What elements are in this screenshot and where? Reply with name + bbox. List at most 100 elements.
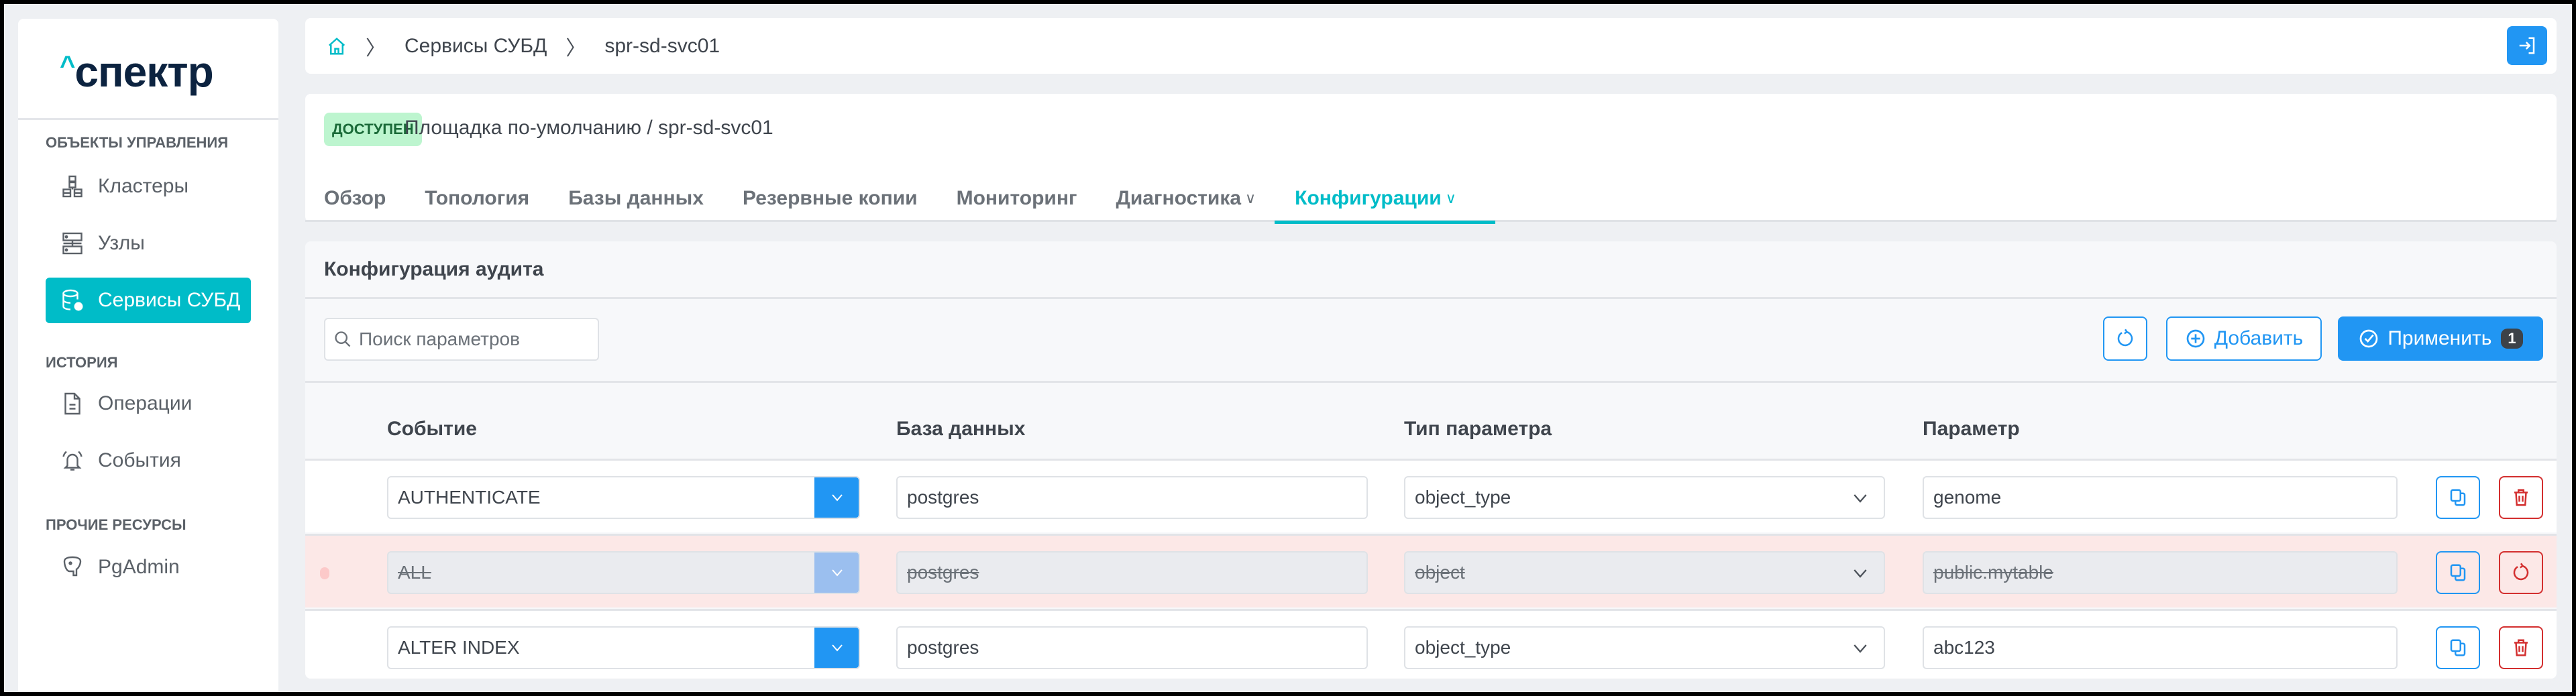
database-gear-icon [62,289,83,311]
delete-button[interactable] [2499,626,2543,669]
chevron-down-icon [832,494,843,502]
tab-overview[interactable]: Обзор [324,187,386,209]
chevron-down-icon [1854,569,1867,578]
logout-button[interactable] [2507,26,2547,65]
table-row: AUTHENTICATE postgres object_type genome [305,459,2557,532]
param-value: abc123 [1933,637,1995,658]
event-dropdown-button[interactable] [814,628,859,668]
bell-icon [62,451,83,471]
event-value: ALL [398,562,431,583]
event-value: AUTHENTICATE [398,487,541,508]
duplicate-button[interactable] [2436,551,2480,594]
plus-circle-icon [2186,329,2205,348]
service-header: ДОСТУПЕН Площадка по-умолчанию / spr-sd-… [305,94,2557,224]
sidebar-item-dbms-services[interactable]: Сервисы СУБД [46,278,251,323]
column-header-param: Параметр [1923,418,2020,440]
undo-icon [2117,329,2133,347]
table-row: ALTER INDEX postgres object_type abc123 [305,609,2557,679]
section-label: ПРОЧИЕ РЕСУРСЫ [46,516,186,533]
database-input[interactable]: postgres [896,476,1368,519]
tab-diagnostics[interactable]: Диагностика ∨ [1116,187,1256,209]
tab-backups[interactable]: Резервные копии [742,187,918,209]
database-value: postgres [907,487,979,508]
duplicate-button[interactable] [2436,626,2480,669]
apply-button[interactable]: Применить 1 [2338,316,2543,361]
param-type-select[interactable]: object [1404,551,1885,594]
add-button[interactable]: Добавить [2166,316,2322,361]
chevron-down-icon [1854,644,1867,653]
event-select[interactable]: AUTHENTICATE [387,476,860,519]
chevron-right-icon: 〉 [366,37,386,60]
reset-button[interactable] [2103,316,2147,361]
copy-icon [2450,564,2466,581]
copy-icon [2450,489,2466,506]
duplicate-button[interactable] [2436,476,2480,519]
table-row: ALL postgres object public.mytable [305,534,2557,607]
column-header-database: База данных [896,418,1026,440]
param-input[interactable]: abc123 [1923,626,2398,669]
search-field[interactable] [324,318,599,361]
trash-icon [2514,489,2528,506]
divider [18,118,278,120]
tab-databases[interactable]: Базы данных [568,187,704,209]
tab-bar: Обзор Топология Базы данных Резервные ко… [305,175,2557,224]
site-path: Площадка по-умолчанию / spr-sd-svc01 [405,117,773,139]
param-value: public.mytable [1933,562,2053,583]
logout-icon [2519,37,2535,54]
trash-icon [2514,639,2528,656]
check-circle-icon [2360,329,2378,348]
chevron-down-icon [832,644,843,652]
section-label: ИСТОРИЯ [46,354,118,371]
event-select[interactable]: ALL [387,551,860,594]
chevron-right-icon: 〉 [566,37,586,60]
search-icon [335,331,351,347]
divider [305,381,2557,383]
tab-topology[interactable]: Топология [425,187,530,209]
home-icon[interactable] [327,36,347,56]
panel-title: Конфигурация аудита [324,257,544,280]
copy-icon [2450,639,2466,656]
event-dropdown-button[interactable] [814,553,859,593]
tab-configurations[interactable]: Конфигурации ∨ [1275,175,1495,224]
chevron-down-icon [832,569,843,577]
divider [305,297,2557,299]
param-type-select[interactable]: object_type [1404,476,1885,519]
sidebar: ^спектр ОБЪЕКТЫ УПРАВЛЕНИЯ Кластеры Узлы… [18,19,278,692]
cluster-icon [62,175,83,198]
event-value: ALTER INDEX [398,637,520,658]
sidebar-item-events[interactable]: События [46,438,251,483]
audit-config-panel: Конфигурация аудита Добавить Применить 1… [305,241,2557,679]
sidebar-item-nodes[interactable]: Узлы [46,221,251,266]
database-input[interactable]: postgres [896,626,1368,669]
param-input[interactable]: genome [1923,476,2398,519]
param-input[interactable]: public.mytable [1923,551,2398,594]
delete-button[interactable] [2499,476,2543,519]
search-input[interactable] [359,329,587,350]
database-input[interactable]: postgres [896,551,1368,594]
logo[interactable]: ^спектр [60,48,214,96]
tab-monitoring[interactable]: Мониторинг [956,187,1077,209]
breadcrumb-current: spr-sd-svc01 [604,34,720,57]
breadcrumb-link[interactable]: Сервисы СУБД [405,34,547,57]
status-badge: ДОСТУПЕН [324,113,422,146]
sidebar-item-operations[interactable]: Операции [46,381,251,426]
database-value: postgres [907,562,979,583]
server-icon [62,232,83,255]
event-select[interactable]: ALTER INDEX [387,626,860,669]
param-value: genome [1933,487,2002,508]
app-window: ^спектр ОБЪЕКТЫ УПРАВЛЕНИЯ Кластеры Узлы… [4,4,2572,692]
breadcrumb: 〉 Сервисы СУБД 〉 spr-sd-svc01 [305,18,2557,74]
postgres-elephant-icon [63,556,82,577]
chevron-down-icon [1854,494,1867,503]
sidebar-item-clusters[interactable]: Кластеры [46,164,251,209]
column-header-event: Событие [387,418,477,440]
param-type-select[interactable]: object_type [1404,626,1885,669]
restore-button[interactable] [2499,551,2543,594]
database-value: postgres [907,637,979,658]
event-dropdown-button[interactable] [814,477,859,518]
sidebar-item-pgadmin[interactable]: PgAdmin [46,544,251,590]
document-icon [64,392,80,415]
pending-count-badge: 1 [2501,329,2523,349]
column-header-param-type: Тип параметра [1404,418,1552,440]
param-type-value: object_type [1415,487,1511,508]
